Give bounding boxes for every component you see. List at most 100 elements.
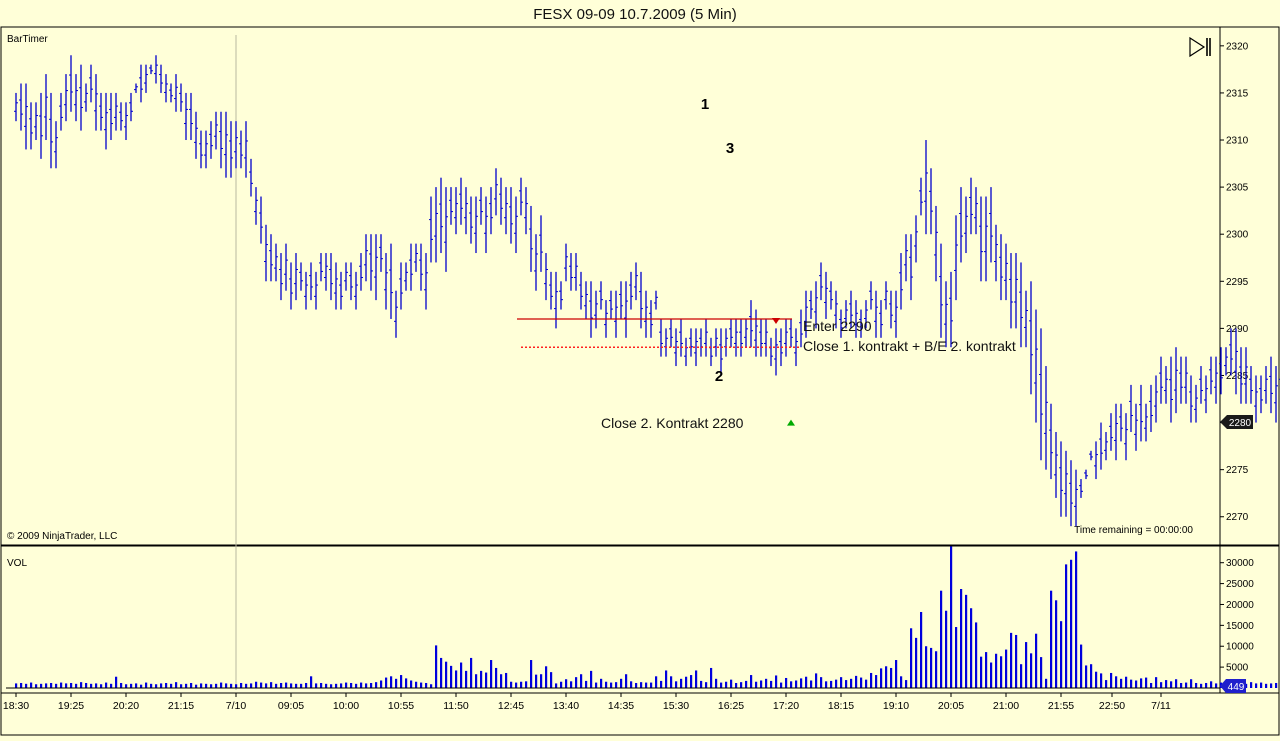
chart-title: FESX 09-09 10.7.2009 (5 Min) [533,6,736,23]
price-bar [479,187,483,225]
volume-bar [120,682,123,688]
price-bar [434,187,438,263]
price-bar [254,187,258,225]
volume-bar [380,680,383,688]
price-bar [209,121,213,159]
price-tick-label: 2315 [1226,88,1249,99]
volume-tick-label: 30000 [1226,558,1254,569]
volume-bar [1170,681,1173,688]
volume-label: VOL [7,558,27,569]
volume-bar [225,683,228,688]
price-bar [74,74,78,122]
volume-bar [945,610,948,688]
volume-bar [295,683,298,688]
price-bar [439,177,443,254]
skip-to-end-icon[interactable] [1187,36,1213,58]
price-bar [124,102,128,141]
volume-bar [515,682,518,688]
volume-bar [815,673,818,688]
volume-axis-ticks: 5000 10000 15000 20000 25000 30000 [1220,558,1254,674]
volume-bar [410,680,413,688]
price-bar [759,318,763,357]
price-bar [409,243,413,291]
price-bar [904,234,908,282]
volume-bar [145,682,148,688]
volume-bar [1265,683,1268,688]
volume-bar [460,662,463,688]
price-bar [1169,356,1173,423]
time-tick-label: 22:50 [1099,700,1125,712]
volume-bar [15,683,18,688]
price-bar [84,83,88,112]
volume-bar [550,672,553,688]
volume-bar [245,683,248,688]
price-bar [914,215,918,263]
volume-bar [935,651,938,688]
price-bar [199,130,203,169]
price-bar [574,253,578,291]
price-bar [829,281,833,310]
volume-bar [310,676,313,688]
price-bar [489,187,493,235]
price-bar [359,253,363,291]
price-bar [79,64,83,131]
volume-bar [560,681,563,688]
volume-bar [800,678,803,688]
volume-bar [895,660,898,688]
price-bar [1219,347,1223,395]
volume-bar [185,683,188,688]
volume-bar [490,660,493,688]
volume-bar [415,681,418,688]
volume-bar [890,667,893,688]
volume-bar [725,681,728,688]
price-bar [129,92,133,122]
price-bar [1224,347,1228,376]
price-bar [529,205,533,272]
volume-bar [1040,657,1043,688]
volume-bar [930,647,933,688]
volume-bar [110,683,113,688]
price-bar [859,309,863,338]
volume-bar [965,594,968,688]
price-bar [49,92,53,169]
volume-bar [975,622,978,688]
time-tick-label: 15:30 [663,700,689,712]
price-tick-label: 2295 [1226,277,1249,288]
volume-bar [765,678,768,688]
volume-bar [980,656,983,688]
price-bar [234,121,238,169]
price-bar [589,281,593,338]
volume-bar [305,682,308,688]
volume-bar [1015,634,1018,688]
volume-bar [905,680,908,688]
price-bar [1089,450,1093,461]
volume-bar [950,546,953,688]
volume-bar [55,683,58,688]
time-tick-label: 7/11 [1151,700,1171,712]
price-bar [509,187,513,244]
volume-bar [985,652,988,688]
price-bar [259,196,263,244]
time-tick-label: 11:50 [443,700,469,712]
volume-bar [745,680,748,688]
volume-bar [1175,679,1178,688]
volume-bar [585,680,588,688]
price-tick-label: 2305 [1226,183,1249,194]
volume-bar [330,684,333,688]
volume-bar [665,670,668,688]
price-bar [1254,375,1258,423]
price-bar [1124,413,1128,461]
volume-bar [1205,682,1208,688]
volume-bar [795,680,798,688]
time-tick-label: 7/10 [226,700,247,712]
volume-bar [160,683,163,688]
price-bar [789,318,793,348]
volume-bar [70,682,73,688]
volume-bar [1275,682,1278,688]
time-axis-ticks: 18:30 19:25 20:20 21:15 7/10 09:05 10:00 10:55 1… [3,693,1171,712]
price-bar [674,328,678,367]
volume-bar [285,682,288,688]
price-bar [924,140,928,235]
